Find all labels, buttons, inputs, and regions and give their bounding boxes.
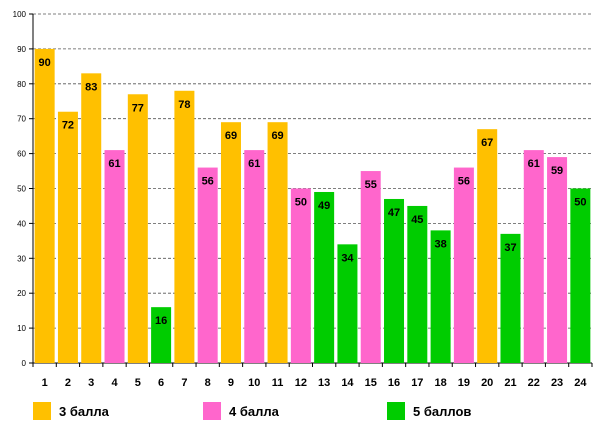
data-label: 59 [551, 165, 563, 177]
data-label: 90 [39, 57, 51, 69]
data-label: 72 [62, 120, 74, 132]
bar [220, 122, 241, 363]
legend-item-4-balla: 4 балла [203, 400, 279, 422]
data-label: 56 [202, 176, 214, 188]
data-label: 50 [295, 197, 307, 209]
data-label: 45 [411, 214, 423, 226]
x-tick-label: 22 [528, 377, 540, 389]
x-tick-label: 13 [318, 377, 330, 389]
legend-label-3-balla: 3 балла [59, 403, 109, 419]
x-tick-label: 10 [248, 377, 260, 389]
x-tick-label: 11 [272, 377, 284, 389]
bar [34, 48, 55, 364]
data-label: 83 [85, 81, 97, 93]
bar [267, 122, 288, 363]
data-label: 38 [434, 238, 446, 250]
x-tick-label: 21 [504, 377, 516, 389]
y-tick-label: 40 [17, 219, 26, 228]
bar [244, 150, 265, 363]
bar [57, 111, 78, 363]
x-tick-label: 16 [388, 377, 400, 389]
bar [453, 167, 474, 363]
bar [174, 90, 195, 363]
legend-label-4-balla: 4 балла [229, 403, 279, 419]
x-tick-label: 1 [42, 377, 48, 389]
x-tick-label: 5 [135, 377, 141, 389]
x-tick-label: 9 [228, 377, 234, 389]
data-labels: 90 72 83 61 77 16 78 56 69 61 69 50 49 34 55 47 45 38 56 67… [39, 57, 587, 327]
data-label: 69 [271, 130, 283, 142]
bar [384, 198, 405, 363]
data-label: 50 [574, 197, 586, 209]
y-tick-label: 50 [17, 185, 26, 194]
x-tick-label: 20 [481, 377, 493, 389]
y-tick-label: 60 [17, 150, 26, 159]
bar [290, 188, 311, 363]
x-tick-label: 17 [411, 377, 423, 389]
data-label: 56 [458, 176, 470, 188]
data-label: 61 [528, 158, 540, 170]
data-label: 78 [178, 99, 190, 111]
x-tick-label: 7 [181, 377, 187, 389]
bar [197, 167, 218, 363]
bar [127, 94, 148, 364]
bar [523, 150, 544, 363]
legend-swatch-4-balla [203, 402, 221, 420]
bar [477, 129, 498, 363]
x-tick-label: 3 [88, 377, 94, 389]
data-label: 16 [155, 315, 167, 327]
bar [151, 307, 172, 363]
bar [500, 233, 521, 363]
y-tick-label: 90 [17, 45, 26, 54]
y-tick-label: 10 [17, 324, 26, 333]
legend-swatch-3-balla [33, 402, 51, 420]
x-tick-label: 2 [65, 377, 71, 389]
bar [337, 244, 358, 363]
data-label: 47 [388, 207, 400, 219]
legend-label-5-ballov: 5 баллов [413, 403, 472, 419]
data-label: 37 [504, 242, 516, 254]
x-tick-label: 12 [295, 377, 307, 389]
x-tick-label: 6 [158, 377, 164, 389]
data-label: 61 [108, 158, 120, 170]
gridlines [33, 13, 592, 329]
y-tick-label: 80 [17, 80, 26, 89]
y-tick-label: 0 [22, 359, 27, 368]
y-tick-label: 30 [17, 254, 26, 263]
bar [360, 171, 381, 363]
x-tick-label: 24 [574, 377, 587, 389]
bar [314, 191, 335, 363]
x-tick-label: 18 [434, 377, 446, 389]
bar [81, 73, 102, 363]
data-label: 67 [481, 137, 493, 149]
data-label: 49 [318, 200, 330, 212]
x-tick-label: 8 [205, 377, 211, 389]
data-label: 55 [365, 179, 377, 191]
x-tick-label: 4 [111, 377, 118, 389]
x-tick-label: 14 [341, 377, 354, 389]
legend-item-5-ballov: 5 баллов [387, 400, 471, 422]
y-tick-label: 70 [17, 115, 26, 124]
bar [547, 157, 568, 363]
bars [34, 48, 591, 364]
legend-swatch-5-ballov [387, 402, 405, 420]
x-tick-label: 19 [458, 377, 470, 389]
data-label: 61 [248, 158, 260, 170]
data-label: 77 [132, 102, 144, 114]
bar [104, 150, 125, 363]
bar [570, 188, 591, 363]
x-tick-label: 23 [551, 377, 563, 389]
bar [407, 205, 428, 363]
x-tick-label: 15 [365, 377, 377, 389]
data-label: 34 [341, 252, 354, 264]
data-label: 69 [225, 130, 237, 142]
y-tick-label: 100 [13, 10, 27, 19]
bar [430, 230, 451, 363]
legend-item-3-balla: 3 балла [33, 400, 109, 422]
y-tick-label: 20 [17, 289, 26, 298]
